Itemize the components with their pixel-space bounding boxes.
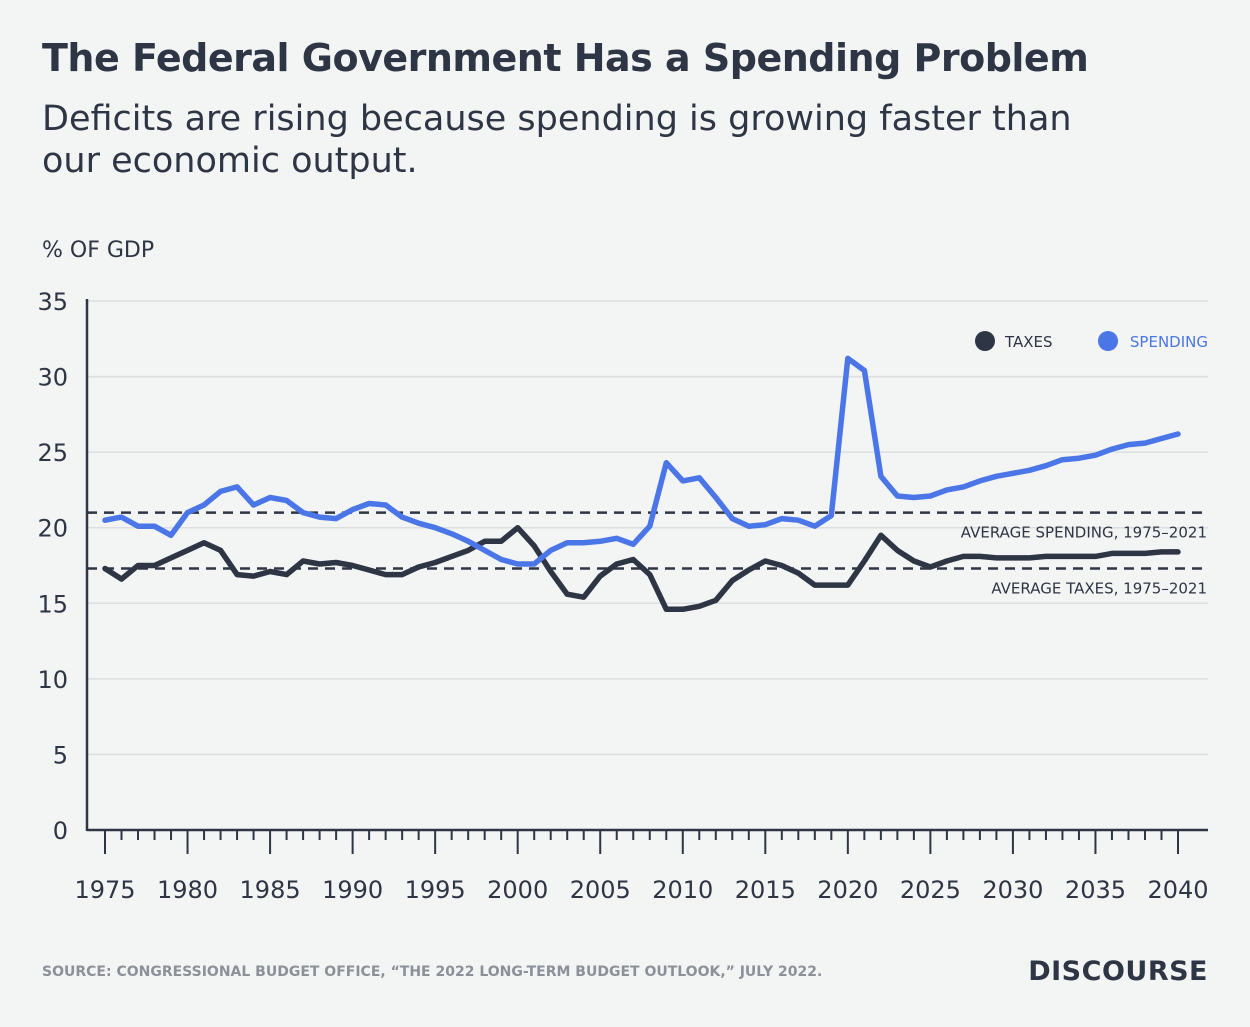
series-line-spending bbox=[102, 355, 1181, 567]
x-tick-label: 2035 bbox=[1065, 876, 1126, 904]
x-tick-label: 1980 bbox=[157, 876, 218, 904]
x-tick-label: 1995 bbox=[405, 876, 466, 904]
y-tick-label: 5 bbox=[53, 741, 68, 769]
x-tick-label: 2025 bbox=[900, 876, 961, 904]
x-tick-label: 2010 bbox=[652, 876, 713, 904]
y-tick-label: 30 bbox=[37, 364, 68, 392]
y-tick-label: 35 bbox=[37, 288, 68, 316]
reference-line-label: AVERAGE TAXES, 1975–2021 bbox=[991, 580, 1207, 598]
x-tick-label: 1975 bbox=[74, 876, 135, 904]
x-tick-label: 1985 bbox=[240, 876, 301, 904]
y-axis-label: % OF GDP bbox=[42, 238, 154, 263]
reference-lines: AVERAGE SPENDING, 1975–2021 AVERAGE TAXES… bbox=[87, 511, 1208, 598]
y-tick-label: 10 bbox=[37, 666, 68, 694]
x-tick-label: 2020 bbox=[817, 876, 878, 904]
legend-label-taxes: TAXES bbox=[1004, 333, 1053, 351]
y-tick-label: 15 bbox=[37, 590, 68, 618]
x-tick-label: 2040 bbox=[1147, 876, 1208, 904]
discourse-logo: DISCOURSE bbox=[1028, 956, 1208, 987]
reference-line-label: AVERAGE SPENDING, 1975–2021 bbox=[961, 524, 1207, 542]
x-tick-label: 2000 bbox=[487, 876, 548, 904]
legend-label-spending: SPENDING bbox=[1130, 333, 1208, 351]
x-tick-label: 2005 bbox=[570, 876, 631, 904]
chart-subtitle: Deficits are rising because spending is … bbox=[42, 99, 1072, 181]
x-tick-label: 1990 bbox=[322, 876, 383, 904]
legend-marker-taxes bbox=[975, 331, 995, 351]
source-note: SOURCE: CONGRESSIONAL BUDGET OFFICE, “TH… bbox=[42, 964, 823, 980]
x-tick-label: 2030 bbox=[982, 876, 1043, 904]
y-tick-label: 25 bbox=[37, 439, 68, 467]
series-lines bbox=[102, 355, 1181, 613]
x-tick-label: 2015 bbox=[735, 876, 796, 904]
legend: TAXES SPENDING bbox=[975, 331, 1208, 351]
y-tick-label: 20 bbox=[37, 515, 68, 543]
series-line-taxes bbox=[102, 524, 1181, 613]
chart-title: The Federal Government Has a Spending Pr… bbox=[42, 36, 1089, 80]
legend-marker-spending bbox=[1098, 331, 1118, 351]
y-tick-label: 0 bbox=[53, 817, 68, 845]
